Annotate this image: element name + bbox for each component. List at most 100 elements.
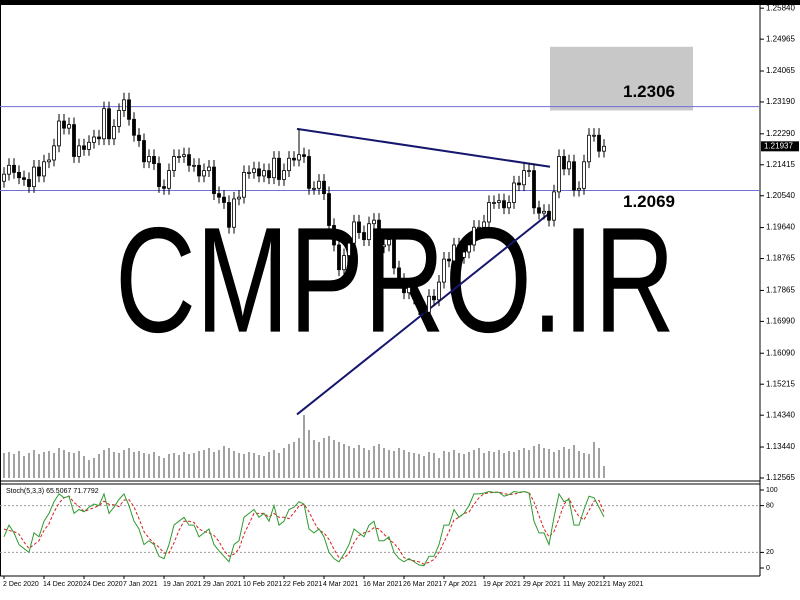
candle-body [312, 187, 316, 190]
candle-body [432, 295, 436, 301]
candle-body [302, 154, 306, 157]
candle-body [372, 219, 376, 225]
candle-body [522, 170, 526, 186]
candle-body [422, 308, 426, 313]
candle-body [217, 193, 221, 198]
stoch-tick-label: 20 [766, 549, 774, 556]
candle-body [2, 173, 6, 182]
candle-body [207, 166, 211, 172]
y-tick-label: 1.13440 [766, 442, 795, 451]
y-tick-label: 1.24065 [766, 66, 795, 75]
candle-body [497, 200, 501, 203]
y-tick-label: 1.16090 [766, 348, 795, 357]
candle-body [262, 170, 266, 177]
candle-body [37, 166, 41, 177]
x-tick-label: 22 Feb 2021 [283, 581, 322, 588]
candle-body [572, 161, 576, 191]
candle-body [407, 287, 411, 294]
candle-body [172, 156, 176, 172]
candle-body [477, 226, 481, 229]
y-tick-label: 1.23190 [766, 97, 795, 106]
candle-body [57, 120, 61, 147]
candle-body [547, 210, 551, 221]
y-tick-label: 1.17865 [766, 286, 795, 295]
candle-body [322, 180, 326, 195]
candle-body [447, 258, 451, 262]
stoch-tick-label: 100 [766, 487, 778, 494]
candle-body [242, 171, 246, 198]
candle-body [32, 166, 36, 187]
candle-body [552, 191, 556, 221]
candle-body [27, 179, 31, 187]
candle-body [237, 196, 241, 200]
candle-body [272, 157, 276, 179]
x-tick-label: 7 Jan 2021 [123, 581, 158, 588]
candle-body [97, 136, 101, 140]
candle-body [512, 182, 516, 203]
candle-body [22, 177, 26, 180]
x-tick-label: 7 Apr 2021 [443, 581, 477, 588]
candle-body [377, 219, 381, 248]
x-tick-label: 11 May 2021 [563, 581, 603, 588]
candle-body [487, 202, 491, 223]
candle-body [107, 108, 111, 140]
candle-body [557, 156, 561, 193]
y-tick-label: 1.12565 [766, 473, 795, 482]
candle-body [102, 108, 106, 140]
candle-body [592, 134, 596, 137]
candle-body [397, 267, 401, 281]
candle-body [597, 134, 601, 152]
trendline [296, 127, 551, 168]
candle-body [212, 166, 216, 195]
price-tag [761, 141, 799, 152]
candle-body [197, 164, 201, 177]
y-tick-label: 1.21415 [766, 160, 795, 169]
candle-body [442, 258, 446, 283]
candle-body [282, 170, 286, 180]
y-tick-label: 1.16990 [766, 316, 795, 325]
candle-body [182, 154, 186, 157]
candle-body [437, 281, 441, 301]
candle-body [332, 225, 336, 246]
candle-body [577, 187, 581, 191]
stoch-tick-label: 80 [766, 502, 774, 509]
candle-body [532, 170, 536, 209]
x-tick-label: 19 Jan 2021 [163, 581, 202, 588]
y-tick-label: 1.15215 [766, 379, 795, 388]
x-tick-label: 29 Jan 2021 [203, 581, 242, 588]
candle-body [297, 154, 301, 161]
candle-body [47, 159, 51, 163]
y-tick-label: 1.18765 [766, 254, 795, 263]
watermark: CMPRO.IR [115, 196, 675, 364]
candle-body [232, 198, 236, 228]
candle-body [342, 255, 346, 271]
candle-body [277, 157, 281, 180]
candle-body [427, 295, 431, 313]
candle-body [587, 134, 591, 163]
candle-body [137, 134, 141, 141]
candle-body [452, 244, 456, 262]
candle-body [112, 125, 116, 140]
candle-body [267, 170, 271, 179]
x-tick-label: 26 Mar 2021 [403, 581, 442, 588]
candle-body [367, 223, 371, 241]
candle-body [247, 171, 251, 174]
candle-body [502, 200, 506, 209]
y-tick-label: 1.22290 [766, 129, 795, 138]
x-tick-label: 4 Mar 2021 [323, 581, 359, 588]
x-tick-label: 16 Mar 2021 [363, 581, 402, 588]
x-tick-label: 2 Dec 2020 [3, 581, 39, 588]
indicator-label: Stoch(5,3,3) 65.5067 71.7792 [6, 488, 99, 495]
candle-body [602, 145, 606, 152]
candle-body [337, 244, 341, 271]
candle-body [517, 182, 521, 186]
candle-body [507, 202, 511, 209]
level-label: 1.2306 [623, 82, 675, 101]
price-tag-label: 1.21937 [764, 141, 793, 150]
candle-body [417, 297, 421, 310]
candle-body [167, 170, 171, 189]
stoch-d-line [3, 491, 605, 565]
candle-body [317, 180, 321, 189]
y-tick-label: 1.14340 [766, 410, 795, 419]
